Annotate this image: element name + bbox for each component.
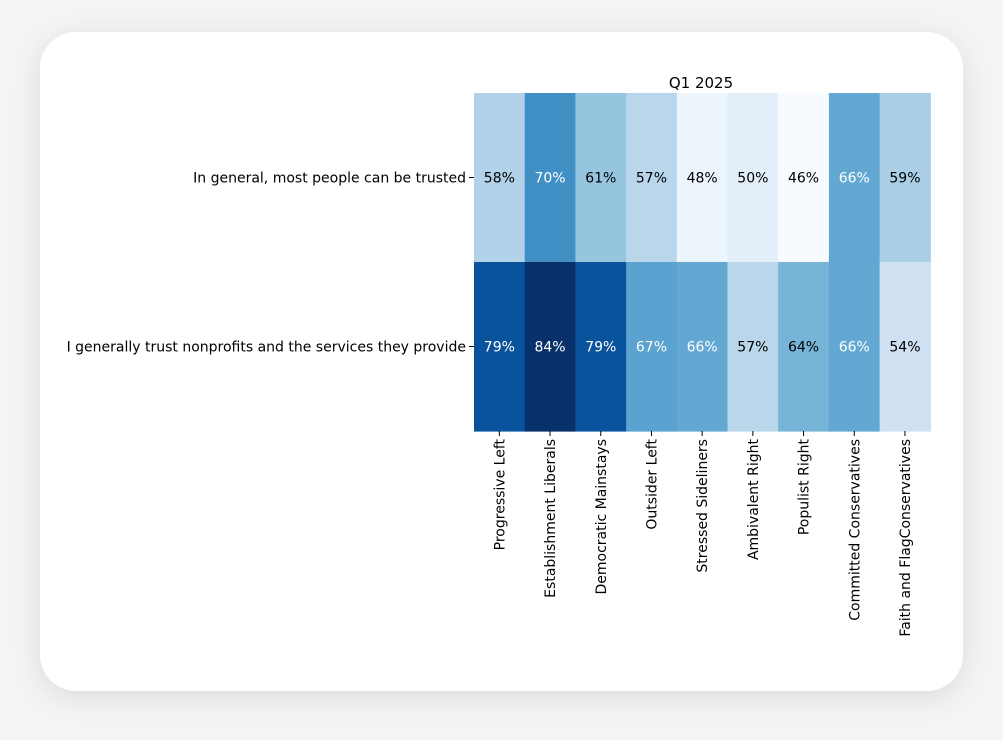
cell-value-label: 64%	[788, 340, 819, 356]
column-tick-label: Ambivalent Right	[746, 438, 762, 560]
cell-value-label: 46%	[788, 171, 819, 187]
column-tick-label: Democratic Mainstays	[594, 439, 610, 595]
chart-title: Q1 2025	[669, 74, 733, 92]
cell-value-label: 79%	[484, 340, 515, 356]
column-tick-label: Outsider Left	[644, 439, 660, 530]
cell-value-label: 54%	[889, 340, 920, 356]
heatmap-cell	[524, 262, 576, 432]
heatmap-cell	[778, 262, 830, 432]
heatmap-cell	[727, 93, 779, 263]
heatmap-cell	[626, 262, 678, 432]
cell-value-label: 61%	[585, 171, 616, 187]
heatmap-cell	[676, 262, 729, 432]
heatmap-cell	[727, 262, 779, 432]
column-tick-label: Establishment Liberals	[543, 439, 559, 598]
heatmap-cell	[828, 262, 881, 432]
cell-value-label: 66%	[839, 340, 870, 356]
heatmap-cell	[879, 262, 931, 432]
cell-value-label: 58%	[484, 171, 515, 187]
column-tick-label: Faith and FlagConservatives	[898, 439, 914, 637]
cell-value-label: 57%	[737, 340, 768, 356]
row-tick-label: I generally trust nonprofits and the ser…	[67, 340, 466, 356]
heatmap-cell	[474, 93, 526, 263]
row-tick-label: In general, most people can be trusted	[193, 171, 466, 187]
cell-value-label: 57%	[636, 171, 667, 187]
heatmap-cell	[879, 93, 931, 263]
heatmap-cell	[575, 93, 627, 263]
heatmap-cell	[626, 93, 678, 263]
cell-value-label: 66%	[839, 171, 870, 187]
cell-value-label: 66%	[687, 340, 718, 356]
cell-value-label: 48%	[687, 171, 718, 187]
heatmap-cell	[524, 93, 576, 263]
cell-value-label: 70%	[534, 171, 565, 187]
heatmap-cell	[575, 262, 627, 432]
heatmap-cell	[676, 93, 729, 263]
column-tick-label: Populist Right	[797, 438, 813, 535]
heatmap-cell	[778, 93, 830, 263]
heatmap-cell	[828, 93, 881, 263]
cell-value-label: 50%	[737, 171, 768, 187]
column-tick-label: Progressive Left	[492, 438, 508, 550]
cell-value-label: 59%	[889, 171, 920, 187]
heatmap-cell	[474, 262, 526, 432]
column-tick-label: Committed Conservatives	[847, 439, 863, 621]
column-tick-label: Stressed Sideliners	[695, 439, 711, 573]
cell-value-label: 67%	[636, 340, 667, 356]
cell-value-label: 79%	[585, 340, 616, 356]
cell-value-label: 84%	[534, 340, 565, 356]
